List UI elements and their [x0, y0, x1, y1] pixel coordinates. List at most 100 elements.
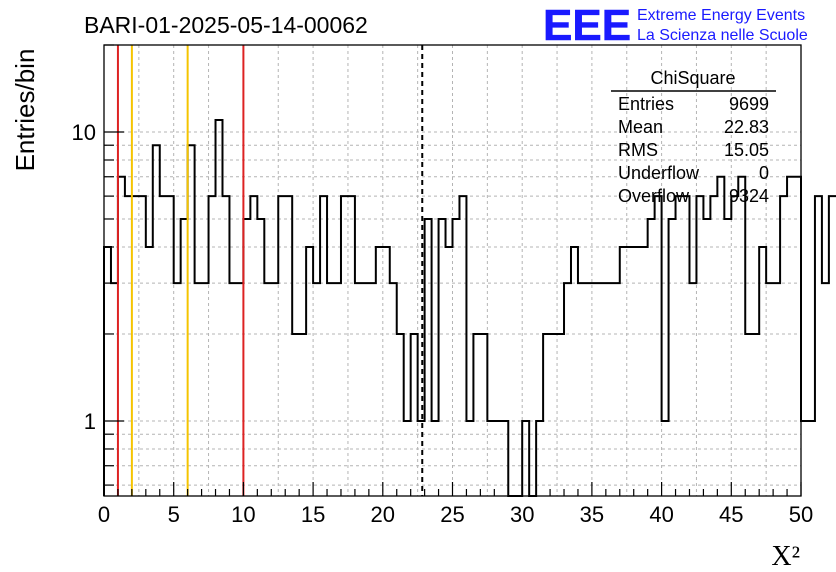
- histogram-bin: [146, 247, 153, 496]
- histogram-bin: [404, 421, 411, 496]
- histogram-bin: [641, 247, 648, 496]
- histogram-bin: [320, 196, 327, 496]
- x-tick-label: 50: [789, 502, 813, 527]
- histogram-bin: [376, 247, 383, 496]
- x-tick-label: 25: [440, 502, 464, 527]
- histogram-bin: [731, 196, 738, 496]
- histogram-bin: [550, 334, 557, 496]
- histogram-bin: [390, 283, 397, 496]
- histogram-bin: [118, 177, 125, 496]
- histogram-bin: [794, 177, 801, 496]
- histogram-bin: [466, 421, 473, 496]
- histogram-bin: [222, 196, 229, 496]
- histogram-bin: [710, 196, 717, 496]
- y-axis: 1 10: [72, 44, 124, 486]
- histogram-bin: [236, 283, 243, 496]
- stats-value: 9324: [729, 186, 769, 206]
- logo-mark: EEE: [543, 1, 631, 50]
- stats-label: Overflow: [618, 186, 690, 206]
- histogram-bin: [132, 196, 139, 496]
- histogram-bin: [655, 196, 662, 496]
- histogram-bin: [787, 177, 794, 496]
- histogram-bin: [341, 196, 348, 496]
- histogram-bin: [683, 196, 690, 496]
- histogram-bin: [229, 283, 236, 496]
- histogram-bin: [738, 177, 745, 496]
- histogram-bin: [264, 283, 271, 496]
- histogram-bin: [634, 247, 641, 496]
- histogram-bin: [578, 283, 585, 496]
- histogram-bin: [397, 334, 404, 496]
- histogram-bin: [411, 334, 418, 496]
- histogram-bin: [501, 421, 508, 496]
- y-tick-label: 1: [84, 409, 96, 434]
- histogram-bin: [585, 283, 592, 496]
- histogram-bin: [432, 421, 439, 496]
- histogram-bin: [167, 196, 174, 496]
- x-tick-label: 35: [580, 502, 604, 527]
- histogram-bin: [306, 247, 313, 496]
- histogram-bin: [480, 334, 487, 496]
- x-axis-label: X²: [771, 541, 800, 572]
- logo-line-2: La Scienza nelle Scuole: [637, 27, 808, 44]
- histogram-bin: [153, 145, 160, 496]
- histogram-bin: [662, 421, 669, 496]
- histogram-bin: [543, 334, 550, 496]
- stats-rows: Entries 9699 Mean 22.83 RMS 15.05 Underflow 0 Ov…: [618, 94, 769, 206]
- stats-value: 15.05: [724, 140, 769, 160]
- histogram-bin: [487, 421, 494, 496]
- histogram-bin: [599, 283, 606, 496]
- histogram-bin: [557, 334, 564, 496]
- stats-box: ChiSquare Entries 9699 Mean 22.83 RMS 15.05 Un…: [611, 68, 776, 206]
- histogram-bin: [592, 283, 599, 496]
- histogram-bin: [362, 283, 369, 496]
- histogram-bin: [188, 145, 195, 496]
- stats-value: 22.83: [724, 117, 769, 137]
- x-tick-label: 15: [301, 502, 325, 527]
- histogram-bin: [250, 196, 257, 496]
- histogram-bin: [160, 196, 167, 496]
- histogram-bin: [181, 219, 188, 496]
- histogram-bin: [606, 283, 613, 496]
- histogram-bin: [299, 334, 306, 496]
- x-tick-label: 30: [510, 502, 534, 527]
- histogram-bin: [355, 283, 362, 496]
- histogram-bin: [724, 219, 731, 496]
- histogram-bin: [202, 283, 209, 496]
- histogram-bin: [669, 219, 676, 496]
- grid: [104, 45, 801, 496]
- histogram-bin: [613, 283, 620, 496]
- histogram-bin: [418, 421, 425, 496]
- histogram-bin: [780, 196, 787, 496]
- histogram-bin: [209, 196, 216, 496]
- x-tick-label: 20: [371, 502, 395, 527]
- histogram-bin: [278, 196, 285, 496]
- histogram-bin: [536, 421, 543, 496]
- stats-value: 9699: [729, 94, 769, 114]
- x-tick-label: 5: [168, 502, 180, 527]
- stats-label: Entries: [618, 94, 674, 114]
- histogram-bin: [620, 247, 627, 496]
- chart-title: BARI-01-2025-05-14-00062: [84, 12, 368, 38]
- logo-line-1: Extreme Energy Events: [637, 7, 805, 24]
- stats-title: ChiSquare: [650, 68, 735, 88]
- histogram-bin: [125, 196, 132, 496]
- y-tick-label: 10: [72, 120, 96, 145]
- histogram-bin: [766, 283, 773, 496]
- histogram-bin: [348, 196, 355, 496]
- histogram-bin: [648, 219, 655, 496]
- histogram-bin: [111, 283, 118, 496]
- x-tick-label: 40: [649, 502, 673, 527]
- histogram-bin: [829, 196, 836, 496]
- histogram-bin: [285, 196, 292, 496]
- histogram-bin: [446, 247, 453, 496]
- histogram-bin: [271, 283, 278, 496]
- x-tick-label: 0: [98, 502, 110, 527]
- histogram-bin: [815, 196, 822, 496]
- histogram-bin: [627, 247, 634, 496]
- histogram-bin: [473, 334, 480, 496]
- histogram-bin: [564, 283, 571, 496]
- histogram-bin: [689, 283, 696, 496]
- x-tick-label: 10: [231, 502, 255, 527]
